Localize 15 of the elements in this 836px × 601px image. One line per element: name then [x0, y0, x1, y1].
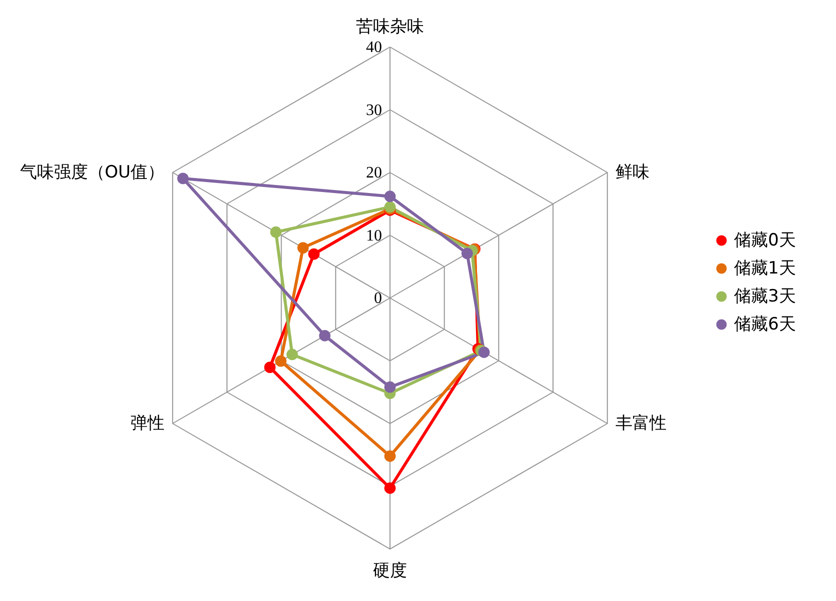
y-tick-label: 40 — [366, 39, 382, 56]
spoke-label: 丰富性 — [615, 414, 666, 434]
spoke-label: 气味强度（OU值） — [20, 162, 165, 182]
spoke-label: 硬度 — [373, 561, 407, 581]
y-tick-label: 30 — [366, 102, 382, 119]
y-tick-label: 20 — [366, 164, 382, 182]
legend-label: 储藏0天 — [734, 230, 796, 250]
y-tick-label: 10 — [366, 227, 382, 244]
y-tick-label: 0 — [374, 290, 382, 307]
spoke-label: 鲜味 — [615, 162, 650, 182]
legend-label: 储藏3天 — [734, 286, 796, 306]
legend-label: 储藏6天 — [734, 314, 796, 334]
legend-label: 储藏1天 — [734, 258, 796, 278]
spoke-label: 弹性 — [130, 414, 165, 434]
spoke-label: 苦味杂味 — [356, 17, 424, 37]
